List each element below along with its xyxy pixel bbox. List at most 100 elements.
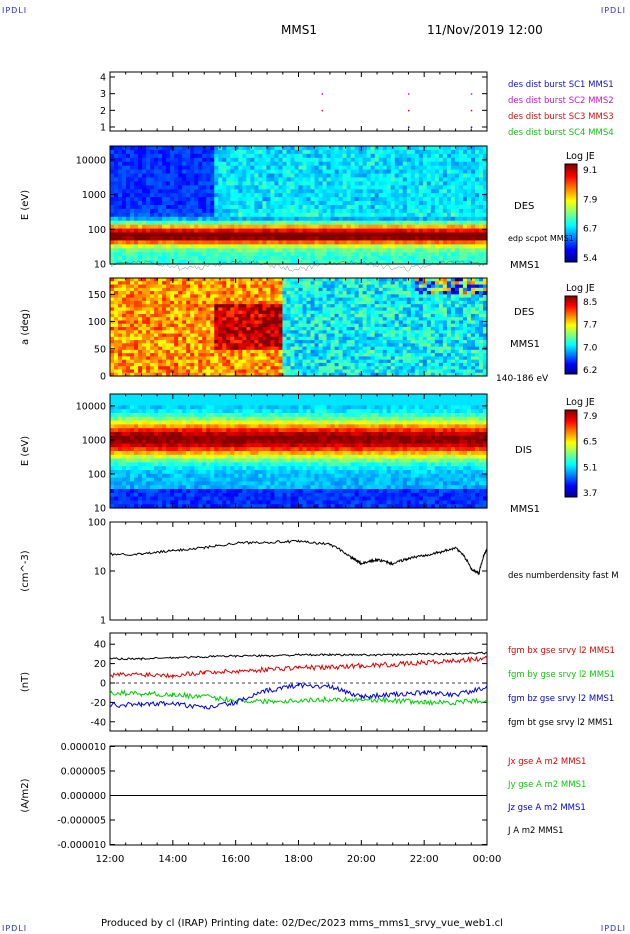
magnetic-legend-item: fgm by gse srvy l2 MMS1	[508, 670, 615, 680]
burst-marker	[407, 93, 410, 95]
des_energy-colorbar-tick: 7.9	[583, 195, 598, 205]
des_pitch-ytick-label: 0	[100, 372, 106, 383]
des-energy-spectrogram	[110, 146, 488, 265]
current-ytick-label: 0.000005	[61, 767, 106, 778]
magnetic-series-line	[109, 689, 488, 707]
magnetic-series-line	[109, 682, 488, 710]
current-legend-item: Jx gse A m2 MMS1	[507, 757, 586, 767]
scpot-label: edp scpot MMS1	[508, 234, 574, 243]
dis-energy-label: DIS	[515, 445, 532, 456]
dis_energy-ylabel: E (eV)	[20, 436, 31, 466]
des_pitch-ytick-label: 100	[88, 317, 106, 328]
des_energy-ylabel: E (eV)	[20, 190, 31, 220]
burst-legend-item: des dist burst SC4 MMS4	[508, 128, 614, 138]
corner-label-tr: IPDLI	[600, 6, 626, 15]
dis_energy-colorbar-tick: 6.5	[583, 438, 597, 448]
dis_energy-colorbar-tick: 7.9	[583, 412, 598, 422]
dis_energy-colorbar	[564, 409, 578, 498]
burst-ytick-label: 3	[100, 89, 106, 100]
des_pitch-ytick-label: 150	[88, 290, 106, 301]
current-ytick-label: 0.000000	[61, 791, 106, 802]
burst-frame	[109, 71, 488, 132]
current-ytick-label: -0.000005	[57, 816, 106, 827]
burst-legend-item: des dist burst SC2 MMS2	[508, 96, 614, 106]
density-ytick-label: 100	[88, 518, 106, 529]
corner-label-br: IPDLI	[600, 924, 626, 933]
corner-label-tl: IPDLI	[2, 6, 28, 15]
current-ylabel: (A/m2)	[20, 778, 31, 812]
burst-legend-item: des dist burst SC3 MMS3	[508, 112, 614, 122]
density-ytick-label: 1	[100, 616, 106, 627]
burst-marker	[407, 126, 410, 128]
current-ytick-label: 0.000010	[61, 742, 106, 753]
des_pitch-ytick-label: 50	[94, 344, 106, 355]
density-series-line	[109, 539, 488, 576]
magnetic-frame	[109, 632, 488, 732]
burst-marker	[470, 109, 473, 112]
density-ylabel: (cm^-3)	[20, 550, 31, 591]
des_pitch-colorbar-tick: 7.7	[583, 321, 597, 331]
density-frame	[109, 521, 488, 621]
des_energy-colorbar-tick: 5.4	[583, 254, 598, 264]
des_energy-colorbar-tick: 6.7	[583, 225, 597, 235]
magnetic-legend-item: fgm bx gse srvy l2 MMS1	[508, 646, 615, 656]
datetime-title: 11/Nov/2019 12:00	[427, 23, 543, 37]
burst-legend-item: des dist burst SC1 MMS1	[508, 80, 614, 90]
des-energy-sc-label: MMS1	[510, 260, 540, 271]
footer-credit: Produced by cl (IRAP) Printing date: 02/…	[101, 918, 503, 929]
dis-energy-spectrogram	[110, 394, 488, 509]
des_energy-colorbar	[564, 163, 578, 263]
burst-ytick-label: 4	[100, 73, 106, 84]
des-pitch-sc-label: MMS1	[510, 339, 540, 350]
density-ytick-label: 10	[94, 567, 106, 578]
dis_energy-ytick-label: 100	[88, 469, 106, 480]
burst-marker	[321, 93, 324, 95]
des_energy-ytick-label: 1000	[82, 190, 106, 201]
burst-marker	[321, 109, 324, 112]
des_pitch-colorbar-tick: 7.0	[583, 343, 598, 353]
x-tick-label: 12:00	[96, 854, 125, 865]
pitch-range-label: 140-186 eV	[496, 374, 549, 384]
des_energy-colorbar-title: Log JE	[566, 151, 595, 162]
magnetic-ytick-label: 0	[100, 679, 106, 690]
magnetic-ytick-label: 20	[94, 659, 106, 670]
dis_energy-ytick-label: 1000	[82, 435, 106, 446]
magnetic-ytick-label: 40	[94, 640, 106, 651]
des_pitch-colorbar	[564, 295, 578, 375]
des_pitch-ylabel: a (deg)	[20, 309, 31, 345]
des-energy-label: DES	[514, 201, 534, 212]
des-pitch-label: DES	[514, 307, 534, 318]
dis-energy-sc-label: MMS1	[510, 504, 540, 515]
des-pitch-spectrogram	[110, 278, 488, 377]
spacecraft-title: MMS1	[281, 23, 317, 37]
dis_energy-colorbar-tick: 5.1	[583, 463, 597, 473]
dis_energy-ytick-label: 10000	[76, 401, 106, 412]
dis_energy-colorbar-title: Log JE	[566, 397, 595, 408]
magnetic-series-line	[109, 651, 488, 662]
current-legend-item: Jz gse A m2 MMS1	[507, 803, 586, 813]
burst-ytick-label: 1	[100, 123, 106, 134]
burst-marker	[470, 126, 473, 128]
des_energy-colorbar-tick: 9.1	[583, 166, 597, 176]
des_pitch-colorbar-tick: 6.2	[583, 366, 597, 376]
dis_energy-colorbar-tick: 3.7	[583, 489, 597, 499]
magnetic-legend-item: fgm bt gse srvy l2 MMS1	[508, 718, 613, 728]
x-tick-label: 18:00	[284, 854, 313, 865]
magnetic-ytick-label: -20	[90, 698, 106, 709]
des_pitch-colorbar-tick: 8.5	[583, 298, 597, 308]
magnetic-ytick-label: -40	[90, 717, 106, 728]
x-tick-label: 20:00	[347, 854, 376, 865]
current-legend-item: J A m2 MMS1	[507, 826, 564, 836]
x-tick-label: 22:00	[410, 854, 439, 865]
magnetic-ylabel: (nT)	[20, 672, 31, 692]
des_energy-ytick-label: 100	[88, 225, 106, 236]
scpot-line	[109, 260, 488, 272]
density-legend: des numberdensity fast M	[508, 571, 619, 581]
burst-marker	[407, 109, 410, 112]
des_pitch-colorbar-title: Log JE	[566, 283, 595, 294]
magnetic-legend-item: fgm bz gse srvy l2 MMS1	[508, 694, 614, 704]
current-legend-item: Jy gse A m2 MMS1	[507, 780, 586, 790]
des_energy-ytick-label: 10	[94, 260, 106, 271]
burst-marker	[470, 93, 473, 95]
